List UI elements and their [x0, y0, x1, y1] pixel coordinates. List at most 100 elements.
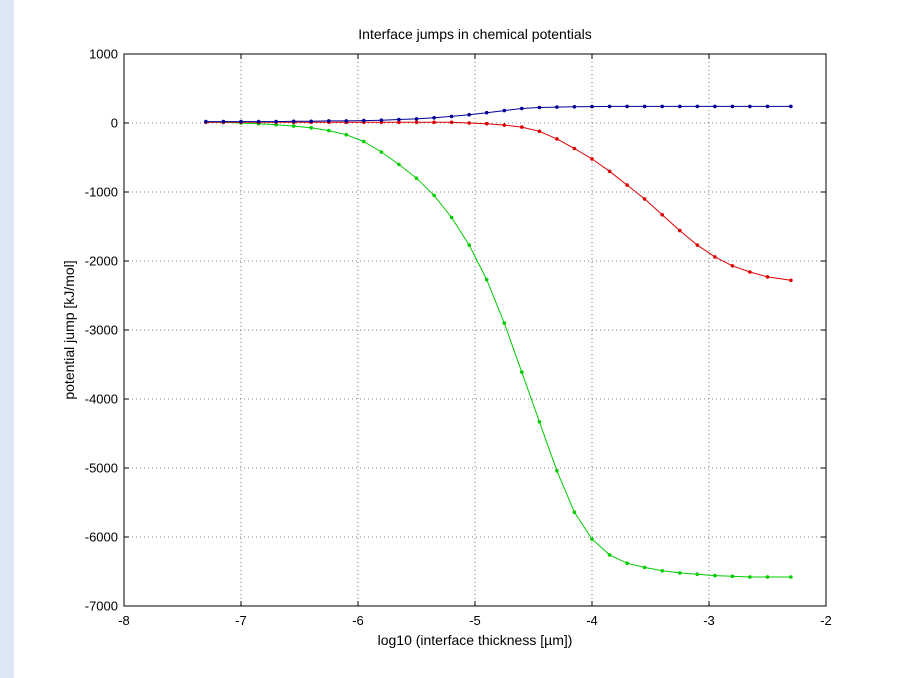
data-point — [502, 123, 507, 127]
data-point — [327, 119, 331, 123]
data-point — [730, 574, 735, 579]
x-tick-label: -3 — [703, 613, 715, 628]
data-point — [555, 137, 559, 141]
y-tick-label: -1000 — [85, 185, 118, 200]
data-point — [520, 370, 524, 374]
data-point — [484, 110, 489, 115]
data-point — [502, 108, 507, 113]
data-point — [484, 277, 489, 282]
series-1 — [204, 120, 793, 579]
x-tick-label: -5 — [469, 613, 481, 628]
data-point — [309, 119, 314, 124]
data-point — [467, 243, 472, 247]
data-point — [344, 119, 349, 123]
x-tick-label: -7 — [235, 613, 247, 628]
data-point — [572, 105, 577, 109]
data-point — [537, 420, 542, 424]
data-point — [397, 120, 401, 125]
data-point — [555, 105, 559, 109]
series-line — [205, 121, 791, 281]
data-point — [555, 469, 559, 473]
y-axis-title: potential jump [kJ/mol] — [61, 260, 77, 399]
data-point — [642, 104, 647, 109]
data-point — [204, 119, 208, 124]
data-point — [379, 150, 384, 154]
figure-window: -8 -7 -6 -5 -4 -3 -2 1000 0 -1000 -2000 -3000 -4000 -… — [14, 0, 908, 678]
data-point — [695, 243, 700, 247]
data-point — [537, 105, 542, 110]
data-point — [362, 118, 366, 123]
data-point — [765, 104, 770, 109]
data-point — [414, 176, 419, 180]
data-point — [678, 228, 682, 233]
data-point — [678, 571, 682, 575]
data-point — [467, 112, 472, 117]
data-point — [625, 183, 629, 187]
series-line — [205, 121, 791, 578]
series-3 — [204, 104, 793, 124]
data-point — [695, 572, 700, 577]
data-point — [432, 193, 436, 198]
data-point — [660, 569, 664, 573]
y-tick-label: 1000 — [89, 47, 118, 62]
data-point — [327, 128, 331, 133]
data-point — [414, 117, 419, 121]
data-point — [713, 255, 717, 259]
data-point — [362, 139, 366, 144]
data-point — [221, 119, 226, 124]
data-point — [467, 121, 472, 125]
data-point — [484, 121, 489, 126]
data-point — [397, 162, 401, 167]
y-tick-label: 0 — [111, 116, 118, 131]
y-tick-label: -5000 — [85, 461, 118, 476]
data-point — [414, 120, 419, 125]
grid — [124, 54, 826, 606]
data-point — [572, 146, 577, 151]
data-point — [607, 169, 612, 174]
data-point — [572, 510, 577, 514]
y-tick-label: -4000 — [85, 392, 118, 407]
data-point — [789, 104, 793, 109]
data-point — [748, 270, 752, 274]
data-point — [291, 119, 296, 124]
data-point — [291, 124, 296, 128]
data-point — [537, 129, 542, 134]
data-point — [397, 117, 401, 122]
chart-title: Interface jumps in chemical potentials — [358, 26, 591, 42]
data-point — [713, 573, 717, 578]
x-tick-label: -4 — [586, 613, 598, 628]
x-axis-title: log10 (interface thickness [µm]) — [378, 632, 573, 648]
x-tick-label: -2 — [820, 613, 832, 628]
data-point — [748, 575, 752, 579]
data-point — [730, 104, 735, 109]
data-point — [713, 104, 717, 109]
data-point — [789, 575, 793, 579]
data-point — [660, 213, 664, 217]
series-group — [204, 104, 793, 579]
data-point — [590, 537, 594, 541]
data-point — [748, 104, 752, 109]
y-tick-label: -6000 — [85, 530, 118, 545]
x-tick-label: -8 — [118, 613, 130, 628]
data-point — [520, 106, 524, 111]
y-tick-label: -2000 — [85, 254, 118, 269]
y-tick-label: -7000 — [85, 599, 118, 614]
axis-ticks: -8 -7 -6 -5 -4 -3 -2 1000 0 -1000 -2000 -3000 -4000 -… — [85, 47, 832, 629]
data-point — [256, 119, 261, 124]
data-point — [625, 104, 629, 109]
data-point — [695, 104, 700, 109]
data-point — [660, 104, 664, 109]
data-point — [379, 118, 384, 122]
data-point — [678, 104, 682, 109]
series-line — [205, 105, 791, 123]
data-point — [520, 125, 524, 129]
x-tick-label: -6 — [352, 613, 364, 628]
data-point — [590, 104, 594, 109]
data-point — [765, 575, 770, 579]
data-point — [642, 565, 647, 570]
data-point — [432, 116, 436, 120]
data-point — [590, 157, 594, 161]
data-point — [449, 114, 454, 119]
data-point — [344, 132, 349, 137]
data-point — [607, 553, 612, 557]
